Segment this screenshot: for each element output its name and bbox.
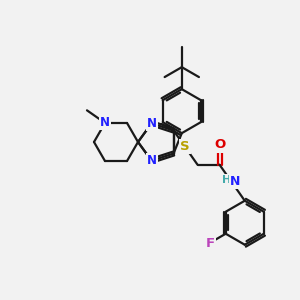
Text: N: N <box>100 116 110 129</box>
Text: S: S <box>180 140 190 153</box>
Text: N: N <box>147 154 157 167</box>
Text: F: F <box>206 237 215 250</box>
Text: N: N <box>230 175 240 188</box>
Text: N: N <box>147 117 157 130</box>
Text: H: H <box>221 175 231 185</box>
Text: O: O <box>214 139 225 152</box>
